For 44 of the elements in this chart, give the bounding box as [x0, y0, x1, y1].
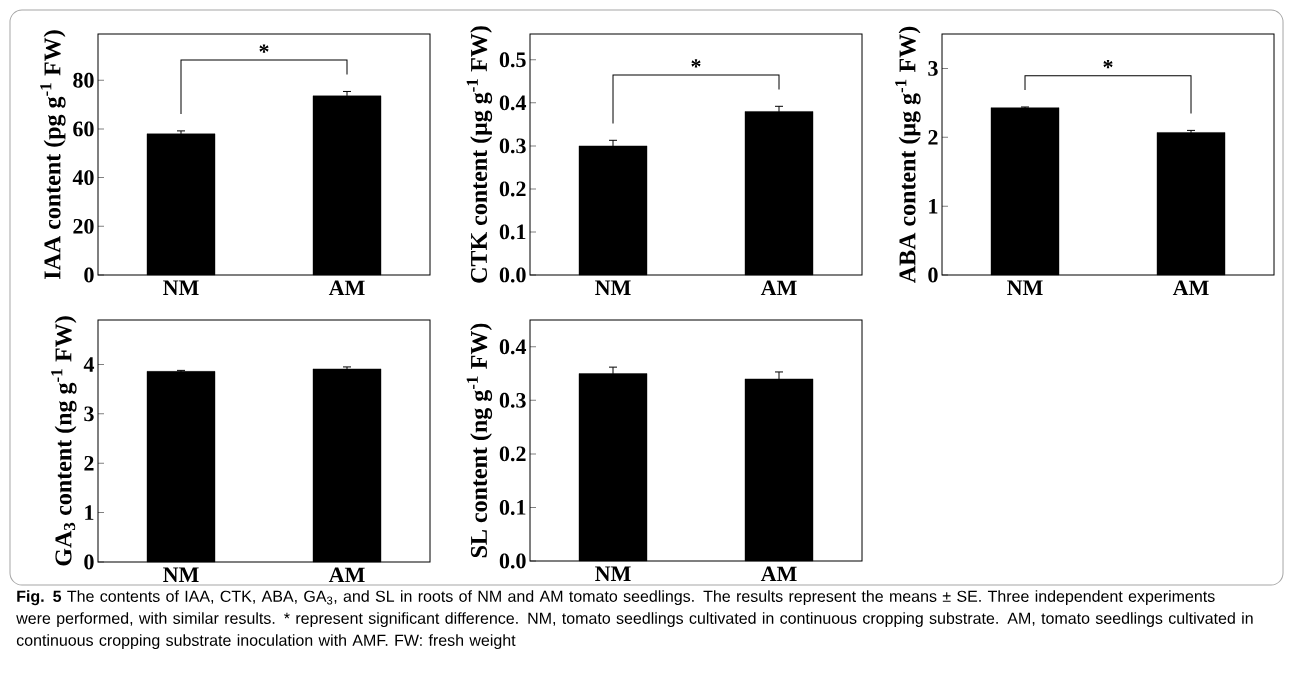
annotation: * [259, 44, 269, 53]
x-tick-label: AM [328, 567, 365, 583]
x-tick-label: NM [163, 567, 199, 582]
y-tick-label: 3 [928, 61, 938, 76]
y-tick-label: 2 [84, 455, 94, 471]
y-tick-label: 0.4 [499, 95, 527, 111]
x-tick-label: NM [163, 280, 199, 295]
x-tick-label: AM [1172, 280, 1209, 296]
y-axis-title: CTK content (μg g$^{-1}$ FW) [466, 26, 493, 283]
text: Fig. 5 The contents of IAA, CTK, ABA, GA$_{3}$, and SL in roots of NM and AM tomato seedlings. The results represent the means ± SE. Three independent experiments were performed, with similar results. * represent significant difference. NM, tomato seedlings cultivated in continuous cropping substrate. AM, tomato seedlings cultivated in continuous cropping substrate inoculation with AMF. FW: fresh weight [16, 590, 1253, 650]
x-tick-label: NM [595, 280, 631, 295]
y-tick-label: 0.3 [499, 392, 526, 408]
x-tick-label: NM [1007, 280, 1043, 295]
y-tick-label: 4 [83, 357, 95, 372]
y-axis-title: SL content (ng g$^{-1}$ FW) [466, 323, 493, 558]
y-tick-label: 1 [929, 198, 938, 214]
y-tick-label: 3 [84, 406, 94, 422]
x-tick-label: AM [760, 566, 797, 582]
y-tick-label: 0.0 [499, 553, 526, 569]
y-tick-label: 80 [73, 72, 94, 88]
y-tick-label: 40 [72, 170, 94, 186]
y-tick-label: 0.1 [499, 224, 526, 240]
y-axis-title: GA$_{3}$ content (ng g$^{-1}$ FW) [51, 316, 77, 566]
y-axis-title: IAA content (pg g$^{-1}$ FW) [40, 30, 66, 279]
x-tick-label: AM [760, 280, 797, 296]
y-axis-title: ABA content (μg g$^{-1}$ FW) [895, 26, 921, 283]
y-tick-label: 20 [73, 218, 94, 234]
y-tick-label: 0.1 [499, 499, 526, 515]
y-tick-label: 1 [85, 505, 94, 520]
y-tick-label: 0 [84, 554, 94, 570]
y-tick-label: 0.2 [499, 446, 526, 462]
annotation: * [691, 59, 701, 68]
y-tick-label: 0 [928, 267, 938, 283]
annotation: * [1103, 59, 1113, 69]
y-tick-label: 0.5 [499, 52, 526, 68]
y-tick-label: 0 [84, 267, 94, 283]
y-tick-label: 0.3 [499, 138, 526, 154]
y-tick-label: 0.0 [499, 267, 526, 283]
y-tick-label: 0.4 [499, 339, 527, 355]
x-tick-label: AM [328, 280, 365, 296]
y-tick-label: 2 [928, 129, 938, 145]
y-tick-label: 0.2 [499, 181, 526, 197]
x-tick-label: NM [595, 566, 631, 581]
y-tick-label: 60 [73, 121, 94, 137]
